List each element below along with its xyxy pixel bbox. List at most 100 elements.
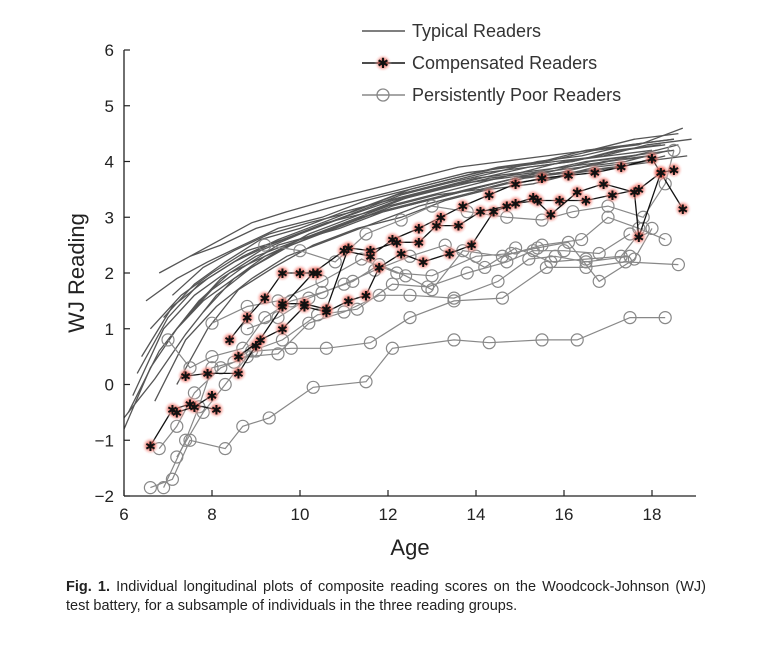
compensated-point: ✱ (224, 334, 235, 349)
compensated-point: ✱ (277, 323, 288, 338)
compensated-point: ✱ (431, 220, 442, 235)
poor-point (262, 411, 276, 425)
compensated-point-glow (409, 233, 428, 252)
compensated-point-glow (229, 364, 248, 383)
compensated-point-glow (291, 264, 309, 282)
compensated-point-glow (594, 174, 613, 193)
compensated-point: ✱ (343, 295, 354, 310)
compensated-point: ✱ (572, 186, 583, 201)
compensated-point-glow (207, 400, 226, 419)
compensated-point-glow (357, 286, 375, 305)
compensated-point: ✱ (308, 267, 319, 282)
compensated-point-glow (559, 166, 578, 185)
poor-point (399, 269, 413, 283)
poor-point (315, 285, 329, 300)
compensated-point: ✱ (207, 390, 218, 405)
compensated-point: ✱ (339, 245, 350, 260)
poor-point (561, 235, 576, 249)
poor-point (460, 266, 474, 280)
compensated-point: ✱ (510, 178, 521, 193)
poor-point (491, 274, 505, 288)
compensated-point: ✱ (374, 261, 385, 276)
poor-point (394, 213, 408, 227)
compensated-point: ✱ (255, 334, 266, 349)
compensated-point-glow (361, 241, 380, 260)
compensated-point-glow (629, 227, 648, 246)
compensated-point: ✱ (655, 167, 666, 182)
compensated-point: ✱ (365, 245, 376, 260)
poor-point (205, 316, 219, 330)
compensated-point: ✱ (435, 211, 446, 226)
compensated-point: ✱ (295, 267, 306, 282)
compensated-point: ✱ (242, 312, 253, 327)
poor-point (667, 143, 681, 157)
compensated-point-glow (440, 244, 459, 263)
compensated-point: ✱ (453, 220, 464, 235)
compensated-point: ✱ (277, 298, 288, 313)
compensated-point: ✱ (396, 247, 407, 262)
legend-marker-compensated: ✱ (377, 56, 389, 72)
poor-point (592, 246, 606, 261)
typical-line-16 (189, 132, 679, 257)
y-tick-label: 5 (105, 97, 114, 116)
compensated-point-glow (625, 183, 644, 202)
compensated-point: ✱ (211, 404, 222, 419)
compensated-point: ✱ (413, 236, 424, 251)
poor-point (161, 333, 175, 347)
compensated-point: ✱ (475, 206, 486, 221)
legend-label-compensated: Compensated Readers (412, 53, 597, 73)
poor-point (403, 311, 417, 325)
compensated-point: ✱ (299, 300, 310, 315)
legend-label-typical: Typical Readers (412, 21, 541, 41)
compensated-point-glow (524, 188, 543, 207)
caption-label: Fig. 1. (66, 579, 111, 595)
compensated-point: ✱ (457, 200, 468, 215)
compensated-point: ✱ (444, 247, 455, 262)
compensated-point-glow (497, 197, 516, 216)
compensated-point-glow (339, 238, 358, 257)
legend-glow-compensated (374, 54, 392, 72)
legend-label-poor: Persistently Poor Readers (412, 85, 621, 105)
poor-point (359, 375, 373, 389)
compensated-point: ✱ (528, 192, 539, 207)
poor-point (157, 481, 171, 495)
compensated-point-glow (273, 319, 292, 338)
y-axis-title: WJ Reading (64, 213, 89, 333)
compensated-point: ✱ (277, 267, 288, 282)
compensated-point: ✱ (418, 256, 429, 271)
poor-point (359, 227, 373, 241)
poor-point (143, 481, 157, 495)
compensated-point-glow (167, 403, 186, 422)
compensated-point: ✱ (167, 404, 178, 419)
y-tick-label: −1 (95, 431, 114, 450)
poor-point (447, 294, 461, 308)
compensated-point: ✱ (185, 398, 196, 413)
poor-point (258, 238, 272, 252)
compensated-point-glow (453, 197, 472, 216)
poor-point (574, 232, 589, 247)
compensated-point: ✱ (629, 186, 640, 201)
compensated-point-glow (370, 258, 389, 277)
compensated-point-glow (176, 367, 195, 386)
compensated-point-glow (506, 174, 525, 193)
compensated-point-glow (541, 205, 560, 224)
poor-point (337, 277, 351, 291)
x-axis-title: Age (390, 535, 429, 560)
poor-point (504, 246, 518, 261)
poor-point (500, 255, 514, 269)
compensated-point: ✱ (233, 351, 244, 366)
compensated-point: ✱ (251, 339, 262, 354)
y-tick-label: −2 (95, 487, 114, 506)
compensated-point: ✱ (488, 206, 499, 221)
poor-point (218, 442, 232, 456)
compensated-point: ✱ (466, 239, 477, 254)
compensated-point: ✱ (501, 200, 512, 215)
poor-point (346, 274, 360, 288)
typical-line-1 (123, 149, 675, 430)
poor-point (566, 205, 580, 219)
y-tick-label: 4 (105, 153, 114, 172)
compensated-point: ✱ (361, 289, 372, 304)
compensated-point-glow (612, 158, 631, 177)
compensated-point-glow (665, 160, 683, 179)
